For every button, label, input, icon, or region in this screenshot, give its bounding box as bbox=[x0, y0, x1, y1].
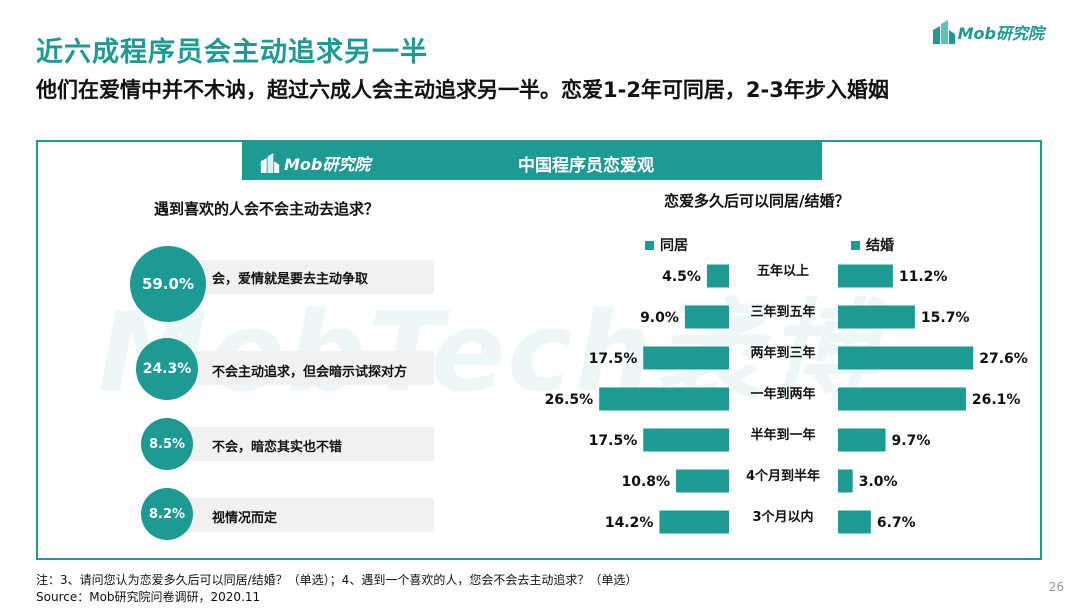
marry-bar bbox=[838, 264, 893, 288]
marry-data-label: 11.2% bbox=[899, 269, 948, 285]
legend-marry: 结婚 bbox=[851, 235, 894, 255]
cohabit-bar bbox=[643, 428, 729, 452]
cohabit-data-label: 14.2% bbox=[605, 515, 654, 531]
marry-data-label: 6.7% bbox=[877, 515, 916, 531]
banner-logo-text: Mob研究院 bbox=[284, 155, 371, 174]
category-label: 两年到三年 bbox=[750, 345, 815, 361]
cohabit-data-label: 4.5% bbox=[662, 269, 701, 285]
legend-label: 同居 bbox=[660, 238, 688, 254]
marry-data-label: 15.7% bbox=[921, 310, 970, 326]
right-question: 恋爱多久后可以同居/结婚？ bbox=[664, 192, 850, 210]
option-row-bg bbox=[170, 260, 434, 294]
mob-logo-icon bbox=[932, 20, 955, 44]
footnote: 注：3、请问您认为恋爱多久后可以同居/结婚？（单选）；4、遇到一个喜欢的人，您会… bbox=[36, 573, 638, 587]
category-label: 一年到两年 bbox=[750, 386, 815, 402]
category-label: 3个月以内 bbox=[752, 509, 813, 525]
option-row-bg bbox=[170, 351, 434, 385]
legend-swatch bbox=[851, 240, 860, 250]
marry-data-label: 27.6% bbox=[979, 351, 1028, 367]
option-label: 会，爱情就是要去主动争取 bbox=[212, 272, 369, 287]
marry-bar bbox=[838, 469, 853, 493]
page-title: 近六成程序员会主动追求另一半 bbox=[36, 37, 428, 68]
banner-logo: Mob研究院 bbox=[260, 151, 370, 175]
option-percent-circle: 24.3% bbox=[136, 338, 198, 400]
banner-logo-icon bbox=[260, 153, 280, 173]
mob-logo: Mob研究院 bbox=[932, 20, 1044, 44]
marry-bar bbox=[838, 305, 915, 329]
cohabit-bar bbox=[706, 264, 729, 288]
legend-label: 结婚 bbox=[866, 238, 894, 254]
cohabit-data-label: 17.5% bbox=[589, 351, 638, 367]
option-row-bg bbox=[170, 498, 434, 532]
category-label: 4个月到半年 bbox=[746, 468, 820, 484]
marry-data-label: 9.7% bbox=[892, 433, 931, 449]
cohabit-data-label: 17.5% bbox=[589, 433, 638, 449]
left-question: 遇到喜欢的人会不会主动去追求？ bbox=[154, 200, 380, 218]
option-label: 不会主动追求，但会暗示试探对方 bbox=[212, 365, 408, 380]
cohabit-bar bbox=[659, 510, 729, 534]
option-row-bg bbox=[170, 427, 434, 461]
source-note: Source：Mob研究院问卷调研，2020.11 bbox=[36, 590, 261, 604]
cohabit-bar bbox=[599, 387, 729, 411]
cohabit-bar bbox=[676, 469, 729, 493]
cohabit-data-label: 26.5% bbox=[545, 392, 594, 408]
marry-bar bbox=[838, 428, 886, 452]
category-label: 五年以上 bbox=[757, 263, 809, 279]
cohabit-data-label: 9.0% bbox=[640, 310, 679, 326]
cohabit-bar bbox=[684, 305, 729, 329]
banner-title: 中国程序员恋爱观 bbox=[518, 156, 654, 176]
option-percent-circle: 59.0% bbox=[130, 246, 206, 322]
marry-bar bbox=[838, 510, 871, 534]
page-subtitle: 他们在爱情中并不木讷，超过六成人会主动追求另一半。恋爱1-2年可同居，2-3年步… bbox=[36, 78, 889, 102]
butterfly-bar-chart: 4.5% 11.2% 五年以上 9.0% 15.7% 三年到五年 17.5% 27.6% 两年到… bbox=[545, 263, 1028, 534]
page-number: 26 bbox=[1048, 580, 1064, 594]
marry-data-label: 26.1% bbox=[972, 392, 1021, 408]
cohabit-data-label: 10.8% bbox=[622, 474, 671, 490]
option-label: 不会，暗恋其实也不错 bbox=[212, 440, 343, 455]
legend-swatch bbox=[645, 240, 654, 250]
category-label: 半年到一年 bbox=[750, 427, 815, 443]
option-percent-circle: 8.5% bbox=[141, 418, 193, 470]
option-percent-circle: 8.2% bbox=[141, 488, 193, 540]
marry-bar bbox=[838, 346, 974, 370]
option-label: 视情况而定 bbox=[212, 511, 278, 526]
cohabit-bar bbox=[643, 346, 729, 370]
logo-text: Mob研究院 bbox=[957, 24, 1044, 43]
chart-panel: MobTech袤博 Mob研究院 中国程序员恋爱观 遇到喜欢的人会不会主动去追求… bbox=[36, 140, 1042, 560]
legend-cohabit: 同居 bbox=[645, 235, 688, 255]
category-label: 三年到五年 bbox=[750, 304, 815, 320]
marry-bar bbox=[838, 387, 966, 411]
marry-data-label: 3.0% bbox=[859, 474, 898, 490]
banner: Mob研究院 中国程序员恋爱观 bbox=[242, 142, 822, 180]
